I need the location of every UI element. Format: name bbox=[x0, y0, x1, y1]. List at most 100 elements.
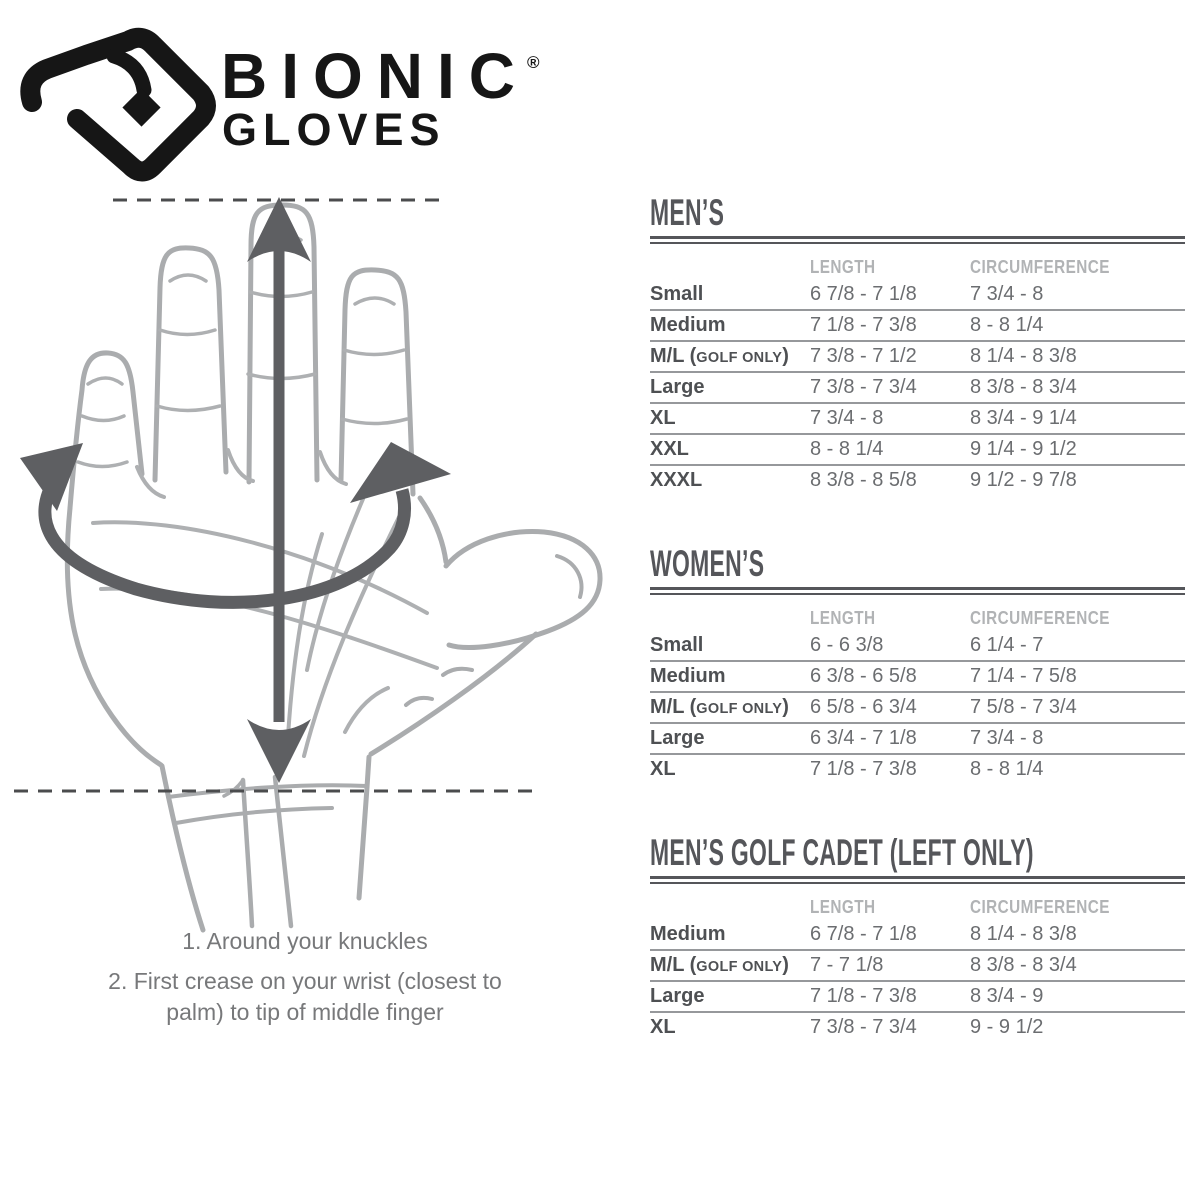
hand-measurement-diagram bbox=[14, 197, 603, 933]
size-cell: Medium bbox=[650, 923, 726, 945]
size-cell: XXXL bbox=[650, 469, 703, 491]
length-cell: 7 1/8 - 7 3/8 bbox=[810, 314, 917, 336]
length-column-header: LENGTH bbox=[810, 897, 876, 917]
length-arrow bbox=[247, 197, 311, 783]
circumference-arrow bbox=[20, 442, 451, 609]
length-cell: 6 - 6 3/8 bbox=[810, 634, 884, 656]
title-underline bbox=[650, 587, 1185, 595]
table-row: M/L (GOLF ONLY) 7 3/8 - 7 1/2 8 1/4 - 8 3/… bbox=[650, 342, 1185, 373]
registered-mark: ® bbox=[527, 53, 540, 72]
length-cell: 6 5/8 - 6 3/4 bbox=[810, 696, 917, 718]
size-table-mens-golf-cadet: MEN’S GOLF CADET (LEFT ONLY) LENGTH CIRC… bbox=[650, 832, 1185, 1042]
circumference-column-header: CIRCUMFERENCE bbox=[970, 608, 1110, 628]
brand-name: BIONIC bbox=[221, 40, 529, 112]
table-title: WOMEN’S bbox=[650, 543, 765, 584]
circumference-cell: 8 - 8 1/4 bbox=[970, 758, 1044, 780]
golf-only-note: GOLF ONLY bbox=[696, 701, 783, 717]
table-row: M/L (GOLF ONLY) 6 5/8 - 6 3/4 7 5/8 - 7 3/… bbox=[650, 693, 1185, 724]
length-cell: 7 3/4 - 8 bbox=[810, 407, 884, 429]
length-cell: 6 3/8 - 6 5/8 bbox=[810, 665, 917, 687]
length-cell: 7 3/8 - 7 3/4 bbox=[810, 376, 917, 398]
circumference-cell: 8 3/4 - 9 1/4 bbox=[970, 407, 1077, 429]
size-cell: Medium bbox=[650, 665, 726, 687]
table-row: XL 7 3/8 - 7 3/4 9 - 9 1/2 bbox=[650, 1013, 1185, 1042]
table-row: Large 7 3/8 - 7 3/4 8 3/8 - 8 3/4 bbox=[650, 373, 1185, 404]
size-cell: XL bbox=[650, 1016, 676, 1038]
circumference-cell: 9 - 9 1/2 bbox=[970, 1016, 1044, 1038]
size-cell: M/L (GOLF ONLY) bbox=[650, 954, 789, 976]
circumference-column-header: CIRCUMFERENCE bbox=[970, 257, 1110, 277]
circumference-cell: 6 1/4 - 7 bbox=[970, 634, 1044, 656]
length-cell: 7 3/8 - 7 3/4 bbox=[810, 1016, 917, 1038]
size-cell: Small bbox=[650, 283, 704, 305]
size-cell: XL bbox=[650, 407, 676, 429]
circumference-cell: 7 1/4 - 7 5/8 bbox=[970, 665, 1077, 687]
size-cell: Large bbox=[650, 985, 705, 1007]
length-cell: 8 - 8 1/4 bbox=[810, 438, 884, 460]
table-rows: Small 6 - 6 3/8 6 1/4 - 7 Medium 6 3/8 - 6 5… bbox=[650, 631, 1185, 784]
table-row: Large 7 1/8 - 7 3/8 8 3/4 - 9 bbox=[650, 982, 1185, 1013]
length-cell: 8 3/8 - 8 5/8 bbox=[810, 469, 917, 491]
length-cell: 7 3/8 - 7 1/2 bbox=[810, 345, 917, 367]
table-row: XXXL 8 3/8 - 8 5/8 9 1/2 - 9 7/8 bbox=[650, 466, 1185, 495]
length-column-header: LENGTH bbox=[810, 608, 876, 628]
circumference-cell: 7 3/4 - 8 bbox=[970, 727, 1044, 749]
brand-subtitle: GLOVES bbox=[222, 104, 446, 155]
size-tables: MEN’S LENGTH CIRCUMFERENCE Small 6 7/8 - … bbox=[650, 192, 1185, 1090]
table-row: M/L (GOLF ONLY) 7 - 7 1/8 8 3/8 - 8 3/4 bbox=[650, 951, 1185, 982]
table-title: MEN’S GOLF CADET (LEFT ONLY) bbox=[650, 832, 1034, 873]
size-cell: M/L (GOLF ONLY) bbox=[650, 345, 789, 367]
size-table-mens: MEN’S LENGTH CIRCUMFERENCE Small 6 7/8 - … bbox=[650, 192, 1185, 495]
golf-only-note: GOLF ONLY bbox=[696, 959, 783, 975]
length-cell: 6 3/4 - 7 1/8 bbox=[810, 727, 917, 749]
table-header: LENGTH CIRCUMFERENCE bbox=[650, 595, 1185, 631]
palm-creases bbox=[76, 232, 439, 758]
circumference-cell: 8 - 8 1/4 bbox=[970, 314, 1044, 336]
table-row: Medium 6 7/8 - 7 1/8 8 1/4 - 8 3/8 bbox=[650, 920, 1185, 951]
table-row: XL 7 3/4 - 8 8 3/4 - 9 1/4 bbox=[650, 404, 1185, 435]
size-cell: Large bbox=[650, 727, 705, 749]
table-header: LENGTH CIRCUMFERENCE bbox=[650, 244, 1185, 280]
length-cell: 6 7/8 - 7 1/8 bbox=[810, 923, 917, 945]
size-cell: Small bbox=[650, 634, 704, 656]
table-row: XXL 8 - 8 1/4 9 1/4 - 9 1/2 bbox=[650, 435, 1185, 466]
table-row: Medium 6 3/8 - 6 5/8 7 1/4 - 7 5/8 bbox=[650, 662, 1185, 693]
circumference-cell: 9 1/2 - 9 7/8 bbox=[970, 469, 1077, 491]
size-cell: XL bbox=[650, 758, 676, 780]
size-cell: XXL bbox=[650, 438, 689, 460]
length-cell: 7 1/8 - 7 3/8 bbox=[810, 758, 917, 780]
table-row: Small 6 - 6 3/8 6 1/4 - 7 bbox=[650, 631, 1185, 662]
bionic-logo-icon bbox=[20, 27, 216, 182]
size-cell: Large bbox=[650, 376, 705, 398]
size-table-womens: WOMEN’S LENGTH CIRCUMFERENCE Small 6 - 6 … bbox=[650, 543, 1185, 784]
circumference-cell: 8 1/4 - 8 3/8 bbox=[970, 345, 1077, 367]
table-row: Medium 7 1/8 - 7 3/8 8 - 8 1/4 bbox=[650, 311, 1185, 342]
table-row: XL 7 1/8 - 7 3/8 8 - 8 1/4 bbox=[650, 755, 1185, 784]
size-cell: M/L (GOLF ONLY) bbox=[650, 696, 789, 718]
length-cell: 7 1/8 - 7 3/8 bbox=[810, 985, 917, 1007]
golf-only-note: GOLF ONLY bbox=[696, 350, 783, 366]
circumference-cell: 8 1/4 - 8 3/8 bbox=[970, 923, 1077, 945]
circumference-cell: 8 3/8 - 8 3/4 bbox=[970, 376, 1077, 398]
table-rows: Small 6 7/8 - 7 1/8 7 3/4 - 8 Medium 7 1/8 -… bbox=[650, 280, 1185, 495]
measuring-instructions: 1. Around your knuckles 2. First crease … bbox=[55, 926, 555, 1037]
length-column-header: LENGTH bbox=[810, 257, 876, 277]
table-row: Small 6 7/8 - 7 1/8 7 3/4 - 8 bbox=[650, 280, 1185, 311]
circumference-cell: 8 3/8 - 8 3/4 bbox=[970, 954, 1077, 976]
instruction-wrist: 2. First crease on your wrist (closest t… bbox=[108, 968, 502, 1025]
circumference-column-header: CIRCUMFERENCE bbox=[970, 897, 1110, 917]
length-cell: 7 - 7 1/8 bbox=[810, 954, 884, 976]
size-cell: Medium bbox=[650, 314, 726, 336]
length-cell: 6 7/8 - 7 1/8 bbox=[810, 283, 917, 305]
table-rows: Medium 6 7/8 - 7 1/8 8 1/4 - 8 3/8 M/L (GOL… bbox=[650, 920, 1185, 1042]
circumference-cell: 8 3/4 - 9 bbox=[970, 985, 1044, 1007]
table-title: MEN’S bbox=[650, 192, 725, 233]
instruction-knuckles: 1. Around your knuckles bbox=[182, 928, 428, 954]
table-header: LENGTH CIRCUMFERENCE bbox=[650, 884, 1185, 920]
title-underline bbox=[650, 876, 1185, 884]
title-underline bbox=[650, 236, 1185, 244]
circumference-cell: 7 3/4 - 8 bbox=[970, 283, 1044, 305]
circumference-cell: 7 5/8 - 7 3/4 bbox=[970, 696, 1077, 718]
circumference-cell: 9 1/4 - 9 1/2 bbox=[970, 438, 1077, 460]
